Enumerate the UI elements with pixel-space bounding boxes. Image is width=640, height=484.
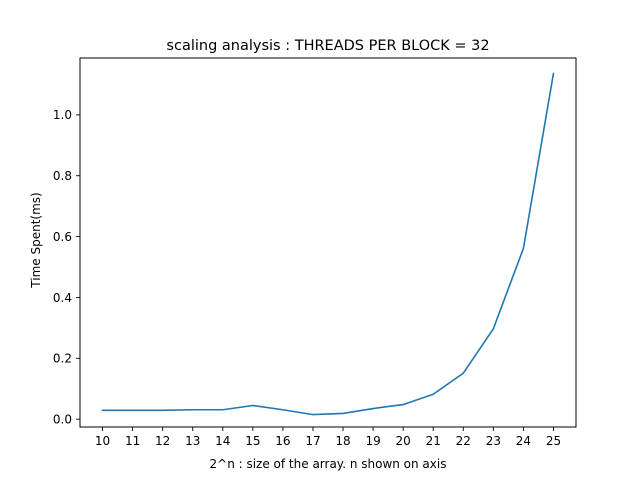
y-axis-ticks: 0.0 0.2 0.4 0.6 0.8 1.0 [53,108,80,426]
y-axis-label: Time Spent(ms) [29,192,43,288]
x-tick-label: 23 [486,434,501,448]
y-tick-label: 0.6 [53,230,72,244]
series-layer [101,72,555,416]
x-tick-label: 14 [215,434,230,448]
y-tick-label: 0.4 [53,291,72,305]
y-tick-label: 0.0 [53,412,72,426]
x-tick-label: 22 [456,434,471,448]
x-tick-label: 10 [95,434,110,448]
x-tick-label: 15 [245,434,260,448]
plot-frame [79,57,577,428]
series-line-0 [101,72,555,416]
x-tick-label: 20 [396,434,411,448]
x-tick-label: 13 [185,434,200,448]
x-tick-label: 21 [426,434,441,448]
y-tick-label: 1.0 [53,108,72,122]
x-tick-label: 18 [335,434,350,448]
x-axis-label: 2^n : size of the array. n shown on axis [210,457,447,471]
y-tick-label: 0.2 [53,352,72,366]
x-tick-label: 12 [155,434,170,448]
x-tick-label: 11 [125,434,140,448]
y-tick-label: 0.8 [53,169,72,183]
x-tick-label: 16 [275,434,290,448]
x-tick-label: 25 [546,434,561,448]
x-tick-label: 17 [305,434,320,448]
chart-title: scaling analysis : THREADS PER BLOCK = 3… [166,38,489,54]
x-tick-label: 19 [365,434,380,448]
x-axis-ticks: 10 11 12 13 14 15 16 17 18 19 20 21 22 23 24 25 [95,427,561,448]
x-tick-label: 24 [516,434,531,448]
